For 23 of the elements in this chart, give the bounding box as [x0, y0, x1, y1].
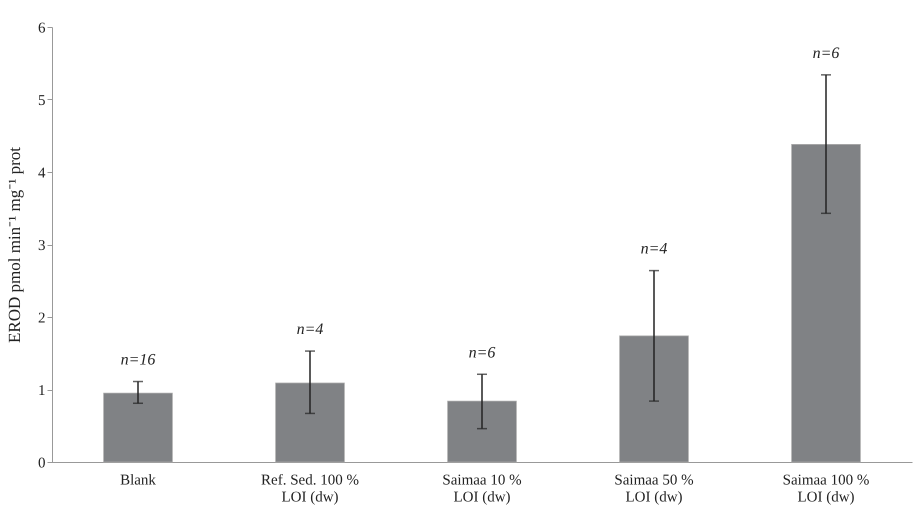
y-tick-label: 2 [38, 310, 46, 326]
bar [447, 400, 517, 462]
x-tick-label: Ref. Sed. 100 % LOI (dw) [261, 472, 359, 506]
y-tick-label: 4 [38, 166, 46, 182]
annotation: n=6 [468, 344, 496, 362]
x-tick-label: Saimaa 10 % LOI (dw) [442, 472, 522, 506]
annotation: n=4 [640, 240, 668, 258]
bar [103, 392, 173, 462]
bar [619, 335, 689, 462]
x-tick-label: Blank [120, 472, 156, 488]
x-tick-label: Saimaa 50 % LOI (dw) [614, 472, 694, 506]
annotation: n=6 [812, 44, 840, 62]
annotation: n=4 [296, 321, 324, 338]
y-tick-label: 3 [38, 238, 46, 254]
bar [791, 144, 861, 462]
bar [275, 382, 345, 462]
y-tick-label: 5 [38, 93, 46, 109]
x-tick-label: Saimaa 100 % LOI (dw) [782, 472, 870, 506]
y-tick-label: 0 [38, 456, 46, 472]
y-tick-label: 1 [38, 383, 46, 399]
annotation: n=16 [120, 352, 156, 369]
y-axis-title: EROD pmol min⁻¹ mg⁻¹ prot [5, 146, 24, 343]
y-tick-label: 6 [38, 20, 46, 36]
